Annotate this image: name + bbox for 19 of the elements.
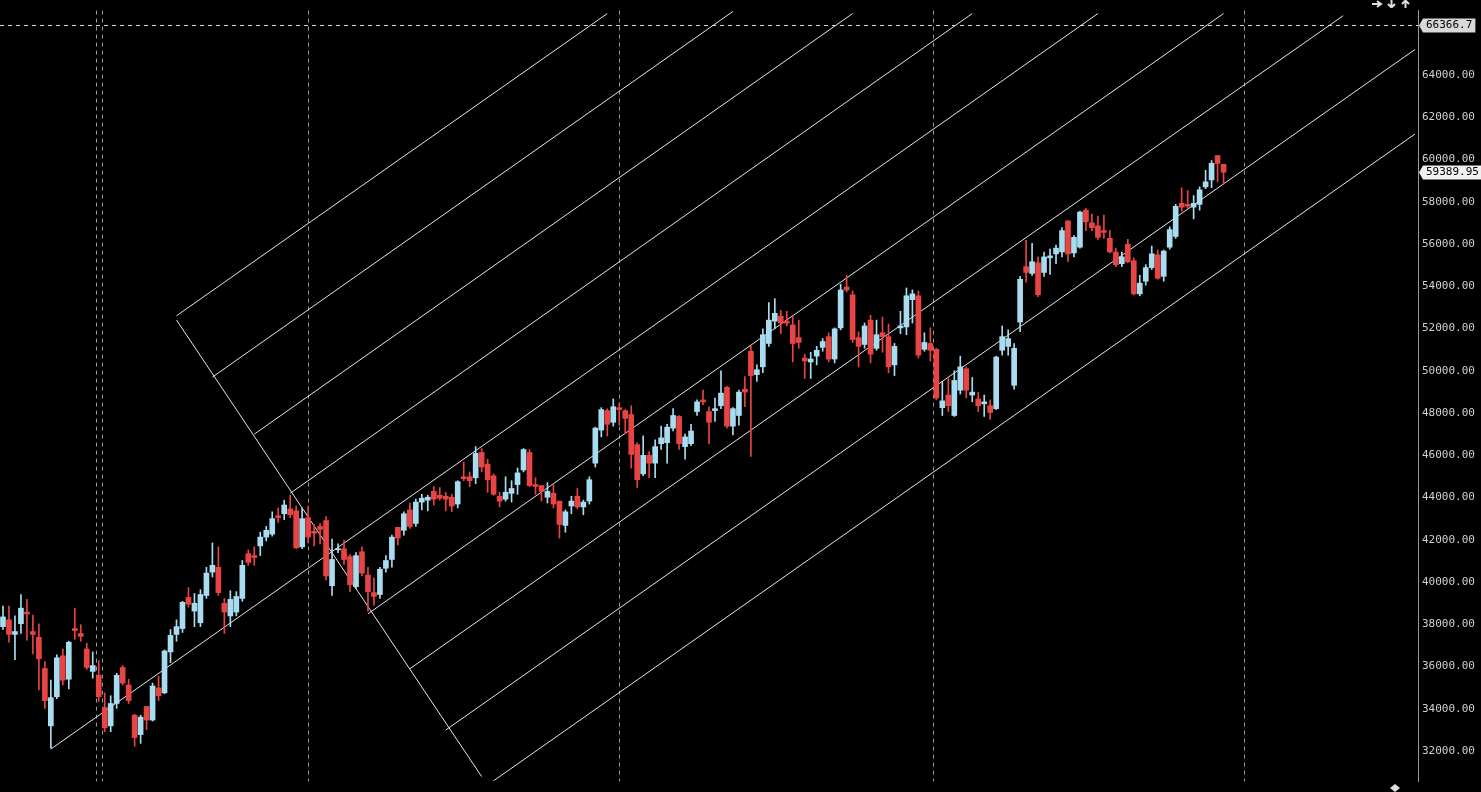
y-tick-label: 60000.00	[1422, 152, 1475, 166]
y-tick-label: 62000.00	[1422, 109, 1475, 123]
y-tick-label: 42000.00	[1422, 532, 1475, 546]
y-tick-label: 40000.00	[1422, 574, 1475, 588]
y-tick-label: 46000.00	[1422, 448, 1475, 462]
ref-line-label: 66366.7	[1426, 18, 1473, 32]
y-tick-label: 56000.00	[1422, 236, 1475, 250]
y-tick-label: 36000.00	[1422, 659, 1475, 673]
text: 59389.95	[1426, 165, 1479, 179]
y-tick-label: 54000.00	[1422, 279, 1475, 293]
y-tick-label: 50000.00	[1422, 363, 1475, 377]
y-tick-label: 58000.00	[1422, 194, 1475, 208]
y-tick-label: 64000.00	[1422, 67, 1475, 81]
y-tick-label: 32000.00	[1422, 744, 1475, 758]
y-tick-label: 38000.00	[1422, 617, 1475, 631]
y-tick-label: 34000.00	[1422, 701, 1475, 715]
y-tick-label: 52000.00	[1422, 321, 1475, 335]
y-tick-label: 48000.00	[1422, 405, 1475, 419]
y-tick-label: 44000.00	[1422, 490, 1475, 504]
